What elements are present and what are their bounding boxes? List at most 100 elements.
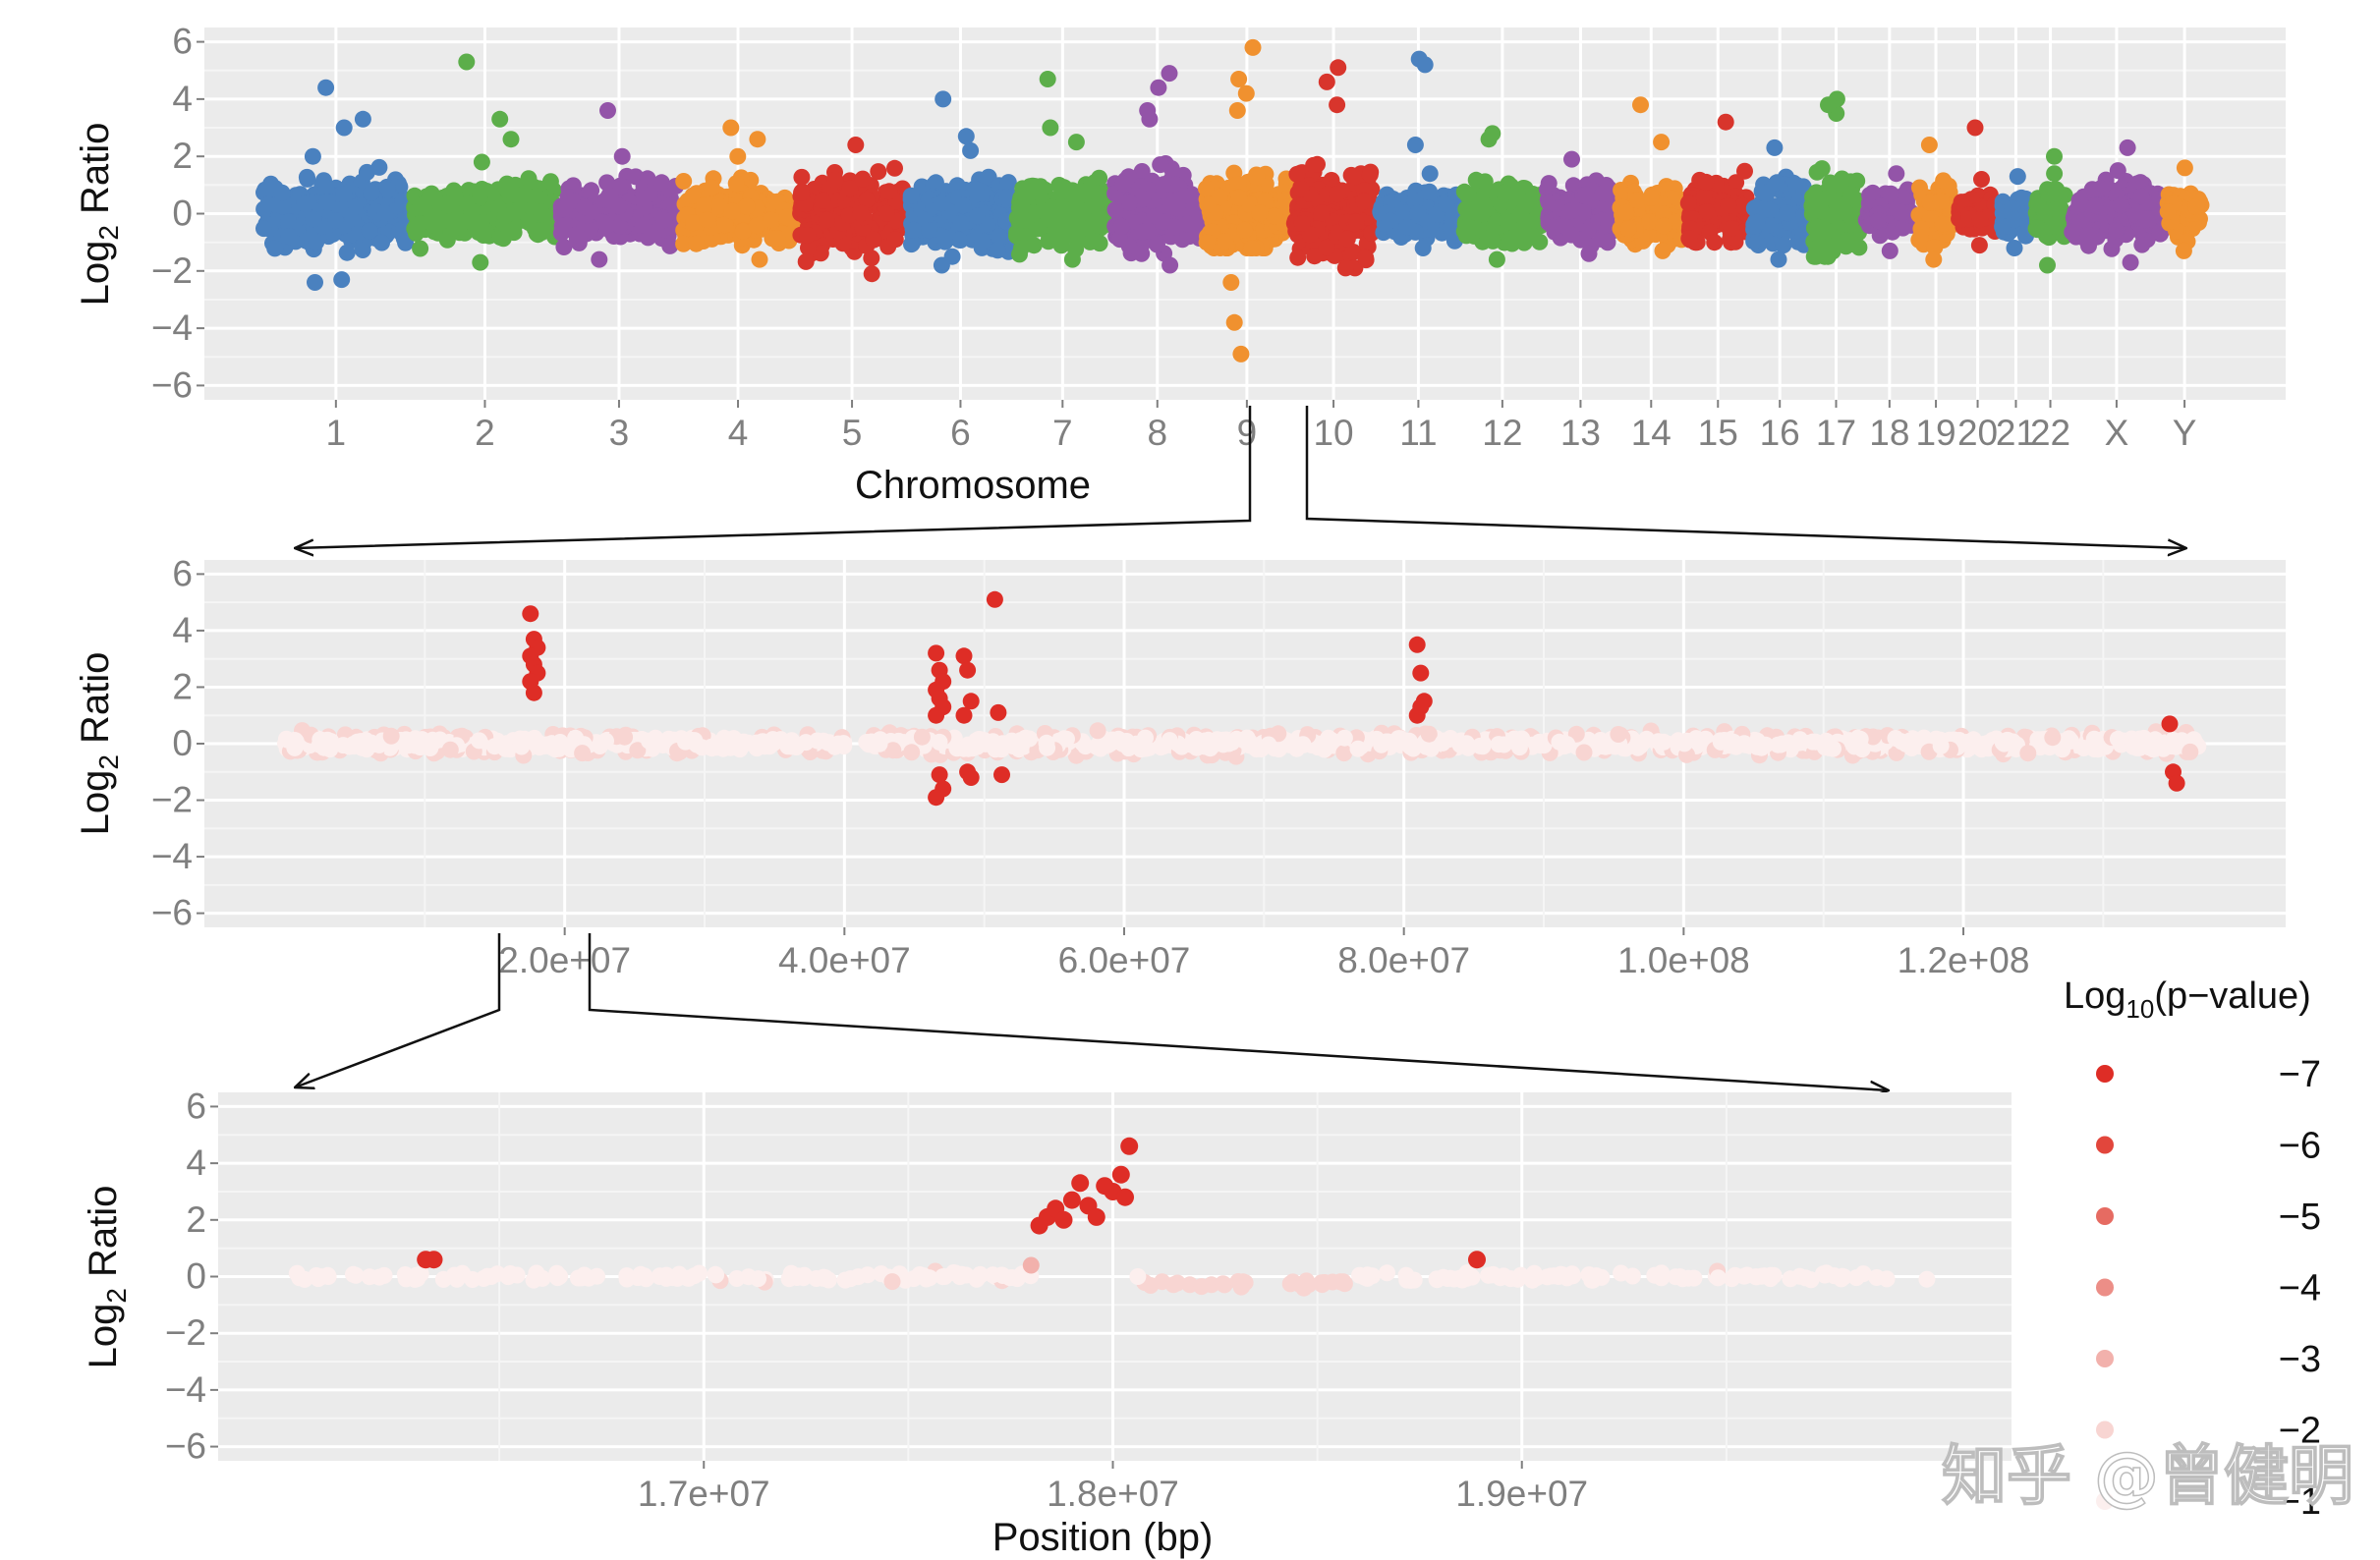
data-point (768, 230, 786, 247)
outlier-point (354, 110, 371, 128)
data-point (854, 170, 872, 188)
data-point (1617, 203, 1635, 221)
outlier-point (1416, 56, 1434, 74)
chromosome-2-points (406, 53, 564, 271)
x-tick-label: 8 (1147, 413, 1167, 453)
data-point (1822, 174, 1839, 192)
data-point (1381, 212, 1398, 230)
data-point (1309, 155, 1326, 173)
data-point (1888, 165, 1905, 183)
data-point (1562, 226, 1580, 244)
data-point (2122, 253, 2139, 271)
data-point (1812, 202, 1830, 220)
data-point (1775, 237, 1792, 254)
chromosome-6-points (902, 90, 1018, 274)
data-point (1934, 215, 1952, 233)
data-point (583, 182, 600, 199)
data-point (797, 252, 815, 270)
data-point (1488, 251, 1505, 268)
data-point (878, 204, 895, 222)
data-point (298, 168, 315, 186)
data-point (1680, 230, 1698, 248)
data-point (1336, 259, 1354, 277)
data-point (935, 229, 953, 247)
data-point (1973, 171, 1990, 188)
x-tick-label: 19 (1915, 413, 1955, 453)
data-point (751, 251, 768, 268)
data-point (2175, 242, 2192, 259)
data-point (1467, 171, 1485, 189)
x-tick-label: X (2105, 413, 2129, 453)
data-point (1762, 201, 1780, 219)
data-point (1217, 233, 1234, 251)
data-point (1152, 156, 1169, 174)
data-point (1695, 189, 1713, 205)
data-point (1654, 242, 1672, 259)
data-point (255, 220, 272, 238)
data-point (1063, 251, 1081, 268)
data-point (463, 202, 481, 220)
data-point (954, 196, 972, 214)
data-point (412, 240, 429, 257)
data-point (280, 213, 297, 231)
data-point (1619, 220, 1637, 238)
data-point (1313, 204, 1331, 222)
data-point (2119, 139, 2136, 156)
data-point (2086, 196, 2104, 214)
outlier-point (1161, 65, 1178, 83)
outlier-point (1232, 345, 1250, 362)
data-point (723, 202, 741, 220)
x-tick-label: 14 (1631, 413, 1672, 453)
data-point (688, 235, 706, 252)
data-point (1736, 162, 1753, 180)
data-point (870, 163, 887, 181)
data-point (2108, 222, 2125, 240)
data-point (373, 234, 390, 251)
x-tick-label: 7 (1052, 413, 1073, 453)
outlier-point (1150, 79, 1167, 96)
data-point (1653, 134, 1671, 151)
data-point (793, 184, 810, 201)
data-point (1067, 134, 1085, 151)
data-point (2132, 188, 2150, 205)
data-point (1723, 220, 1740, 237)
data-point (1580, 245, 1598, 262)
x-tick-label: 6 (950, 413, 971, 453)
data-point (1911, 229, 1929, 247)
data-point (1329, 186, 1346, 203)
x-tick-label: Y (2173, 413, 2197, 453)
data-point (318, 194, 336, 210)
data-point (1228, 102, 1246, 119)
data-point (793, 168, 811, 186)
data-point (2027, 219, 2045, 237)
data-point (445, 182, 463, 199)
data-point (1747, 198, 1765, 216)
data-point (1292, 181, 1310, 197)
data-point (1594, 185, 1612, 202)
x-tick-label: 11 (1399, 413, 1437, 453)
data-point (1178, 215, 1196, 233)
data-point (581, 222, 598, 240)
data-point (1892, 203, 1909, 221)
data-point (905, 221, 922, 239)
data-point (1355, 193, 1373, 210)
data-point (1013, 211, 1031, 229)
data-point (2138, 210, 2155, 228)
outlier-point (1318, 73, 1335, 90)
data-point (734, 222, 752, 240)
outlier-point (722, 119, 740, 137)
data-point (2187, 197, 2205, 215)
x-tick-label: 10 (1313, 413, 1353, 453)
data-point (675, 173, 693, 190)
data-point (1414, 240, 1432, 256)
data-point (863, 265, 880, 283)
data-point (763, 211, 780, 229)
data-point (989, 242, 1006, 259)
data-point (473, 153, 490, 171)
x-tick-label: 20 (1957, 413, 1998, 453)
outlier-point (335, 119, 353, 137)
data-point (969, 207, 986, 225)
data-point (613, 147, 631, 165)
